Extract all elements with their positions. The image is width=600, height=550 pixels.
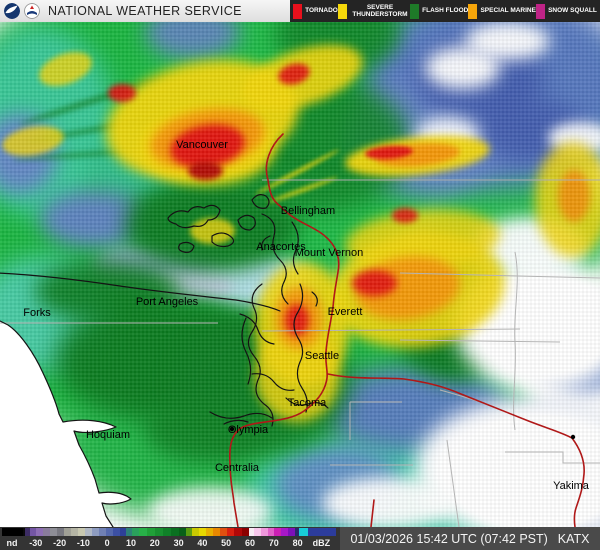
city-label-bellingham: Bellingham [280,205,336,217]
legend-swatch-icon [293,3,303,19]
scale-tick-label: 40 [197,538,208,548]
app-title: NATIONAL WEATHER SERVICE [48,4,242,18]
scale-tick-label: 30 [173,538,184,548]
city-label-everett: Everett [327,306,363,318]
city-label-centralia: Centralia [214,462,260,474]
scale-tick-label: 50 [221,538,232,548]
radar-map[interactable]: Vancouver Bellingham Anacortes Mount Vernon… [0,22,600,527]
ocean-area [0,321,131,527]
city-label-port-angeles: Port Angeles [135,296,199,308]
radar-blob [148,487,273,527]
legend-label: SNOW SQUALL [548,7,597,15]
scale-gradient [2,528,336,536]
timestamp: 01/03/2026 15:42 UTC (07:42 PST) [350,531,548,546]
radar-blob [558,170,590,222]
coastlines [0,194,329,527]
legend-swatch-icon [338,3,347,19]
scale-tick-label: 10 [125,538,137,548]
city-label-seattle: Seattle [304,350,340,362]
station-id: KATX [557,531,590,546]
warning-legend: TORNADO SEVERE THUNDERSTORM FLASH FLOOD SPE… [290,0,600,22]
dbz-scale: nd -30 -20 -10 0 10 20 30 40 50 60 70 80 dBZ [0,527,340,550]
scale-tick-label: -30 [29,538,43,548]
scale-tick-label: 0 [104,538,110,548]
legend-label: FLASH FLOOD [422,7,469,15]
radar-blob [392,208,418,223]
scale-tick-label: 60 [244,538,256,548]
legend-swatch-icon [536,3,546,19]
radar-blob [145,397,270,462]
scale-tick-label: nd [6,538,18,548]
legend-item: SPECIAL MARINE [468,3,536,19]
legend-label: SPECIAL MARINE [480,7,536,15]
legend-item: TORNADO [293,3,338,19]
legend-swatch-icon [468,3,478,19]
map-overlay [0,133,600,527]
city-label-forks: Forks [23,307,51,319]
highways [228,133,585,527]
noaa-logo-icon [4,3,20,19]
city-label-anacortes: Anacortes [256,241,306,253]
radar-blob [322,477,457,527]
county-borders [0,179,600,527]
city-label-yakima: Yakima [553,480,589,492]
legend-item: SNOW SQUALL [536,3,597,19]
city-marker-dot [570,434,576,440]
scale-tick-label: -20 [53,538,67,548]
scale-tick-label: -10 [76,538,90,548]
radar-blob [188,162,223,180]
city-labels: Vancouver Bellingham Anacortes Mount Vernon… [0,22,600,527]
scale-tick-label: 80 [292,538,303,548]
legend-label: SEVERE THUNDERSTORM [352,3,408,18]
city-label-hoquiam: Hoquiam [85,429,131,441]
legend-item: SEVERE THUNDERSTORM [338,3,410,19]
legend-swatch-icon [410,3,420,19]
city-label-olympia: Olympia [227,424,269,436]
city-label-tacoma: Tacoma [287,397,327,409]
legend-item: FLASH FLOOD [410,3,469,19]
bottom-bar: nd -30 -20 -10 0 10 20 30 40 50 60 70 80 dBZ 01/03/20… [0,527,600,550]
scale-tick-label: 20 [149,538,160,548]
radar-blob [108,84,136,102]
scale-tick-label: dBZ [312,538,331,548]
city-dots [229,426,576,440]
radar-blob [352,270,397,296]
city-marker-dot [229,426,235,432]
radar-blob [465,22,550,60]
city-label-mount-vernon: Mount Vernon [294,247,364,259]
status-bar: 01/03/2026 15:42 UTC (07:42 PST) KATX [340,527,600,550]
scale-tick-label: 70 [268,538,279,548]
nws-logo-icon [24,3,40,19]
radar-blob [448,417,600,527]
city-label-vancouver: Vancouver [176,139,228,151]
legend-label: TORNADO [305,7,338,15]
